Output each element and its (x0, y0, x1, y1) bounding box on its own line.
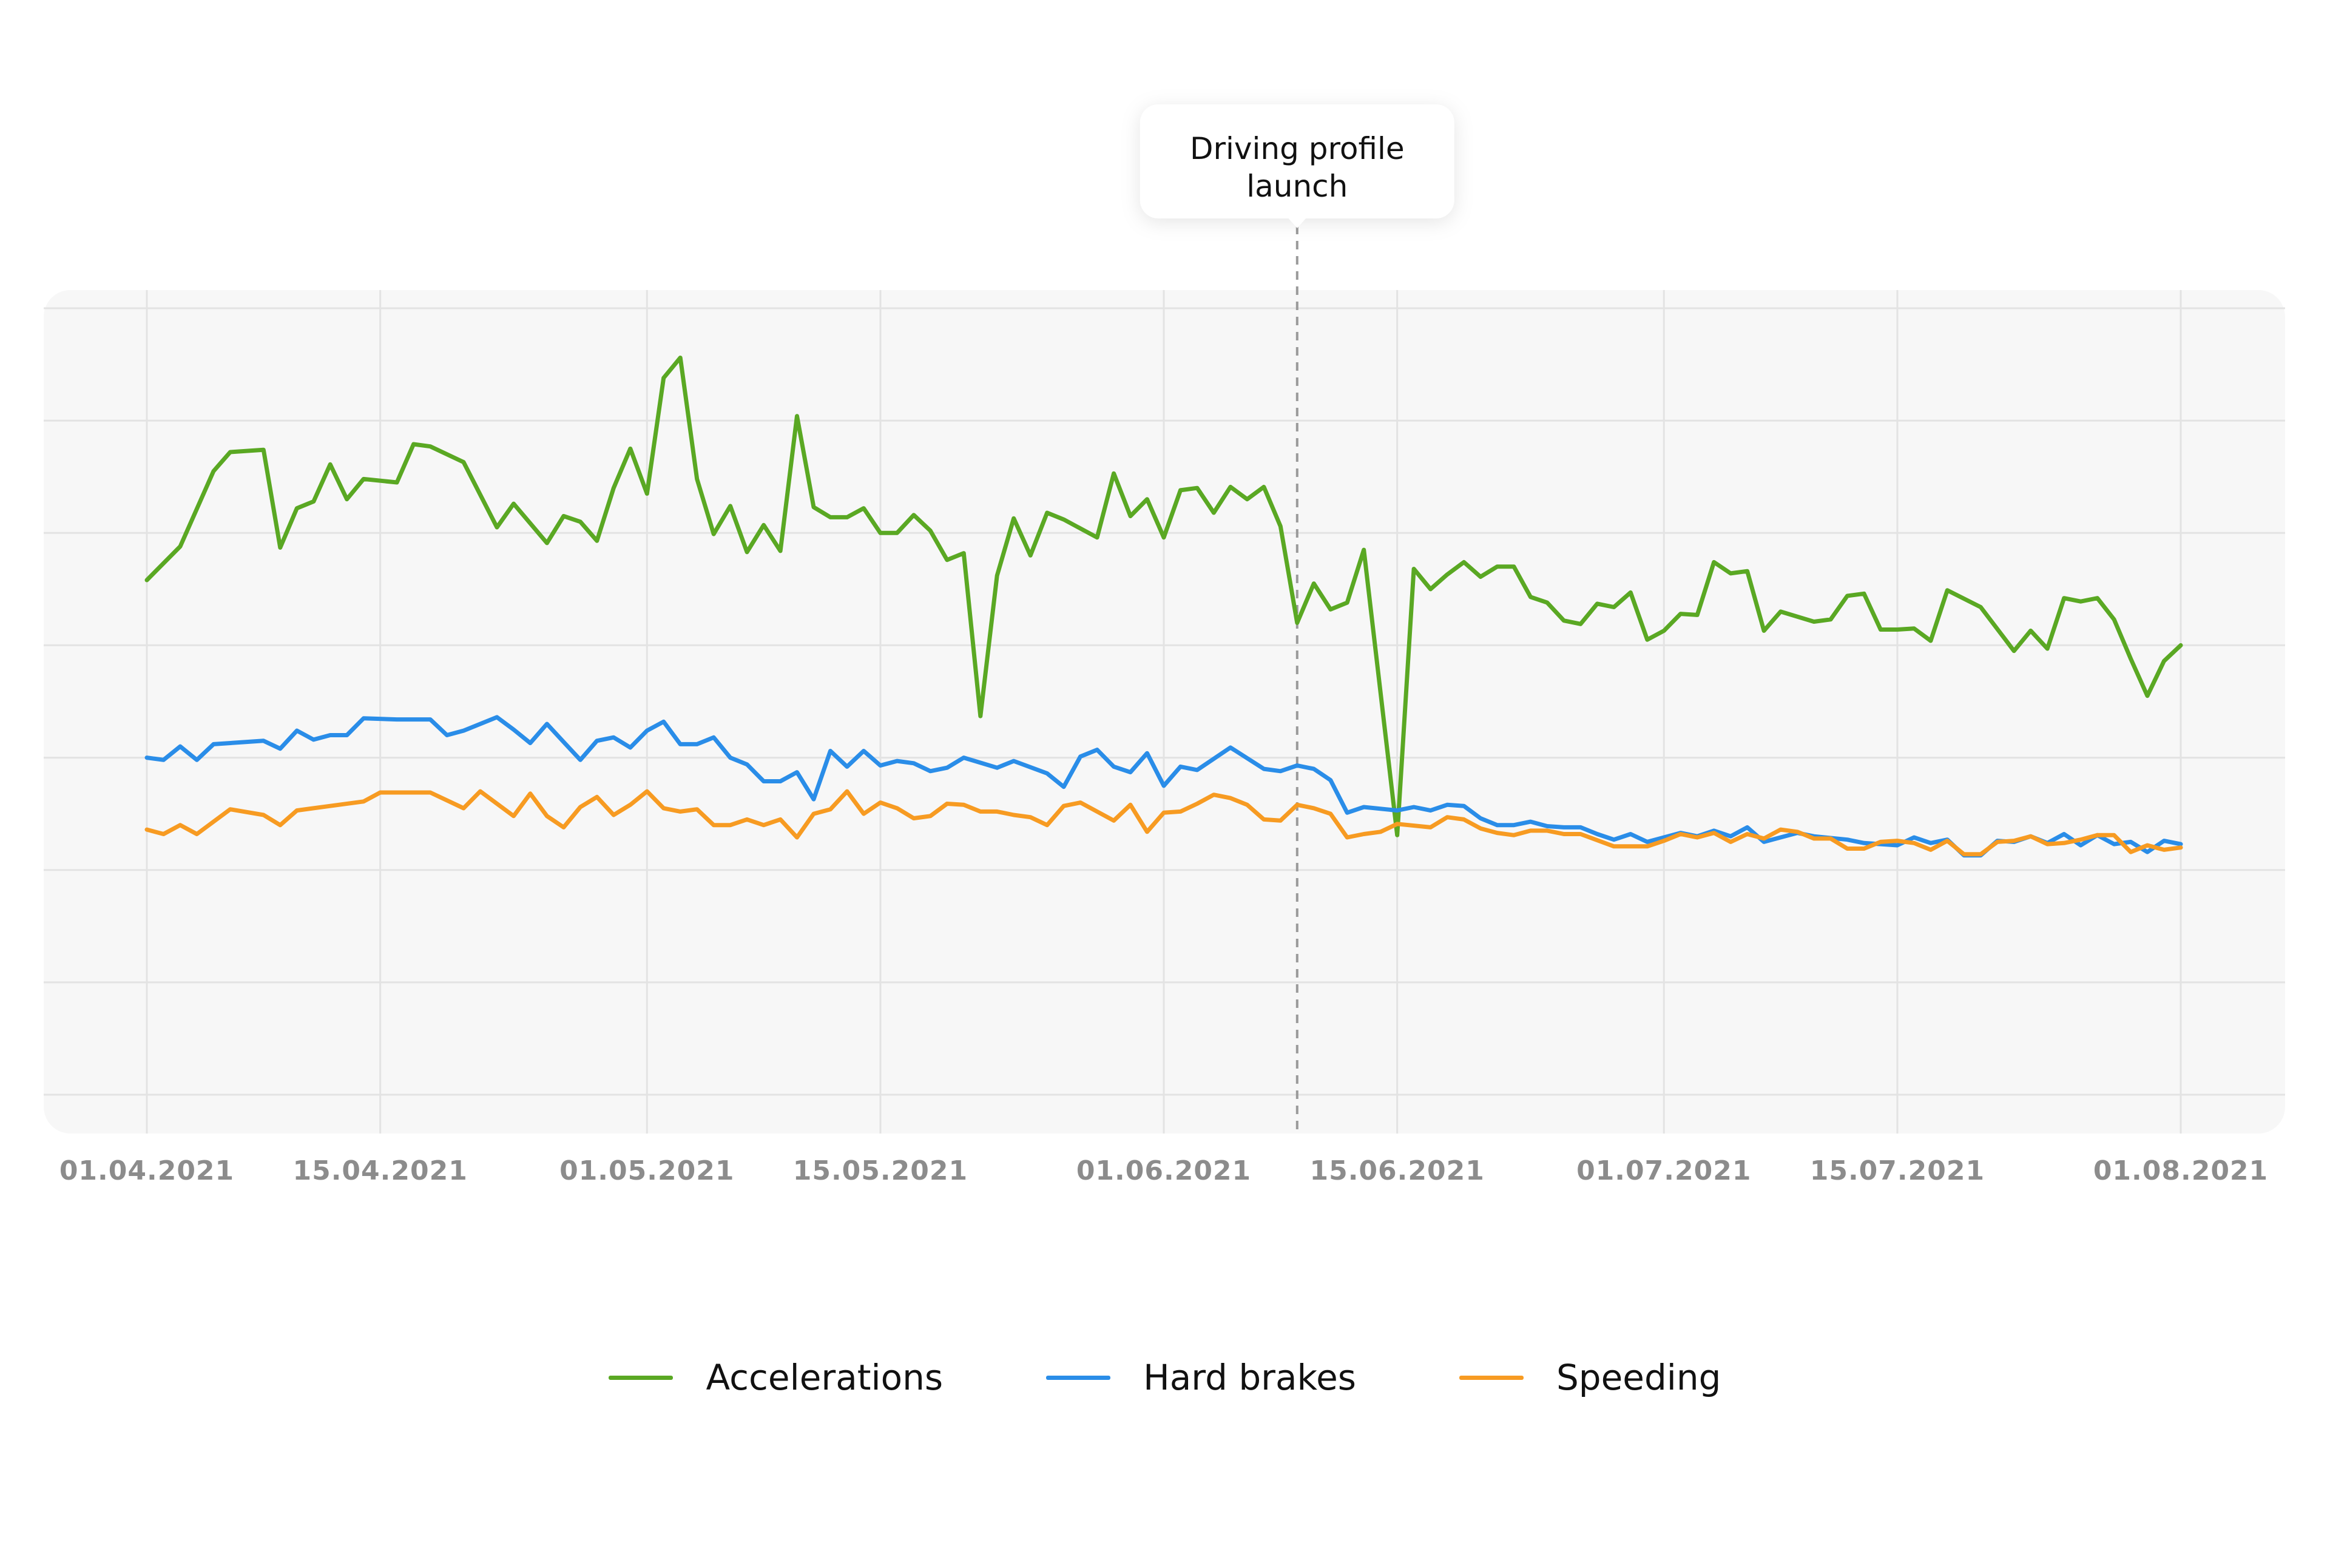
annotation-callout-pointer (1287, 217, 1307, 228)
annotation-callout-box (1140, 104, 1454, 218)
series-line-speeding (144, 789, 2183, 857)
legend-item-hard-brakes[interactable]: Hard brakes (1046, 1357, 1356, 1398)
legend-label-accelerations: Accelerations (706, 1357, 944, 1398)
x-tick-label: 15.04.2021 (292, 1155, 467, 1186)
x-tick-label: 01.04.2021 (59, 1155, 234, 1186)
legend: Accelerations Hard brakes Speeding (0, 1347, 2330, 1408)
legend-swatch-speeding (1459, 1375, 1524, 1380)
annotation-text-line-2: launch (1246, 169, 1348, 204)
series-lines (144, 356, 2183, 858)
x-axis-tick-labels: 01.04.2021 15.04.2021 01.05.2021 15.05.2021… (59, 1155, 2268, 1186)
x-tick-label: 01.07.2021 (1576, 1155, 1751, 1186)
x-tick-label: 15.06.2021 (1309, 1155, 1484, 1186)
legend-swatch-accelerations (609, 1375, 674, 1380)
legend-swatch-hard-brakes (1046, 1375, 1111, 1380)
series-line-hard-brakes (144, 715, 2183, 858)
x-tick-label: 15.05.2021 (793, 1155, 968, 1186)
x-tick-label: 01.06.2021 (1076, 1155, 1251, 1186)
x-tick-label: 01.08.2021 (2093, 1155, 2268, 1186)
x-tick-label: 01.05.2021 (559, 1155, 734, 1186)
annotation-text-line-1: Driving profile (1190, 131, 1405, 166)
legend-label-speeding: Speeding (1556, 1357, 1721, 1398)
vertical-gridlines (146, 290, 2182, 1134)
series-line-accelerations (144, 356, 2183, 837)
annotation-callout: Driving profile launch (1140, 104, 1454, 228)
x-tick-label: 15.07.2021 (1810, 1155, 1985, 1186)
legend-item-speeding[interactable]: Speeding (1459, 1357, 1721, 1398)
legend-item-accelerations[interactable]: Accelerations (609, 1357, 943, 1398)
legend-label-hard-brakes: Hard brakes (1143, 1357, 1356, 1398)
